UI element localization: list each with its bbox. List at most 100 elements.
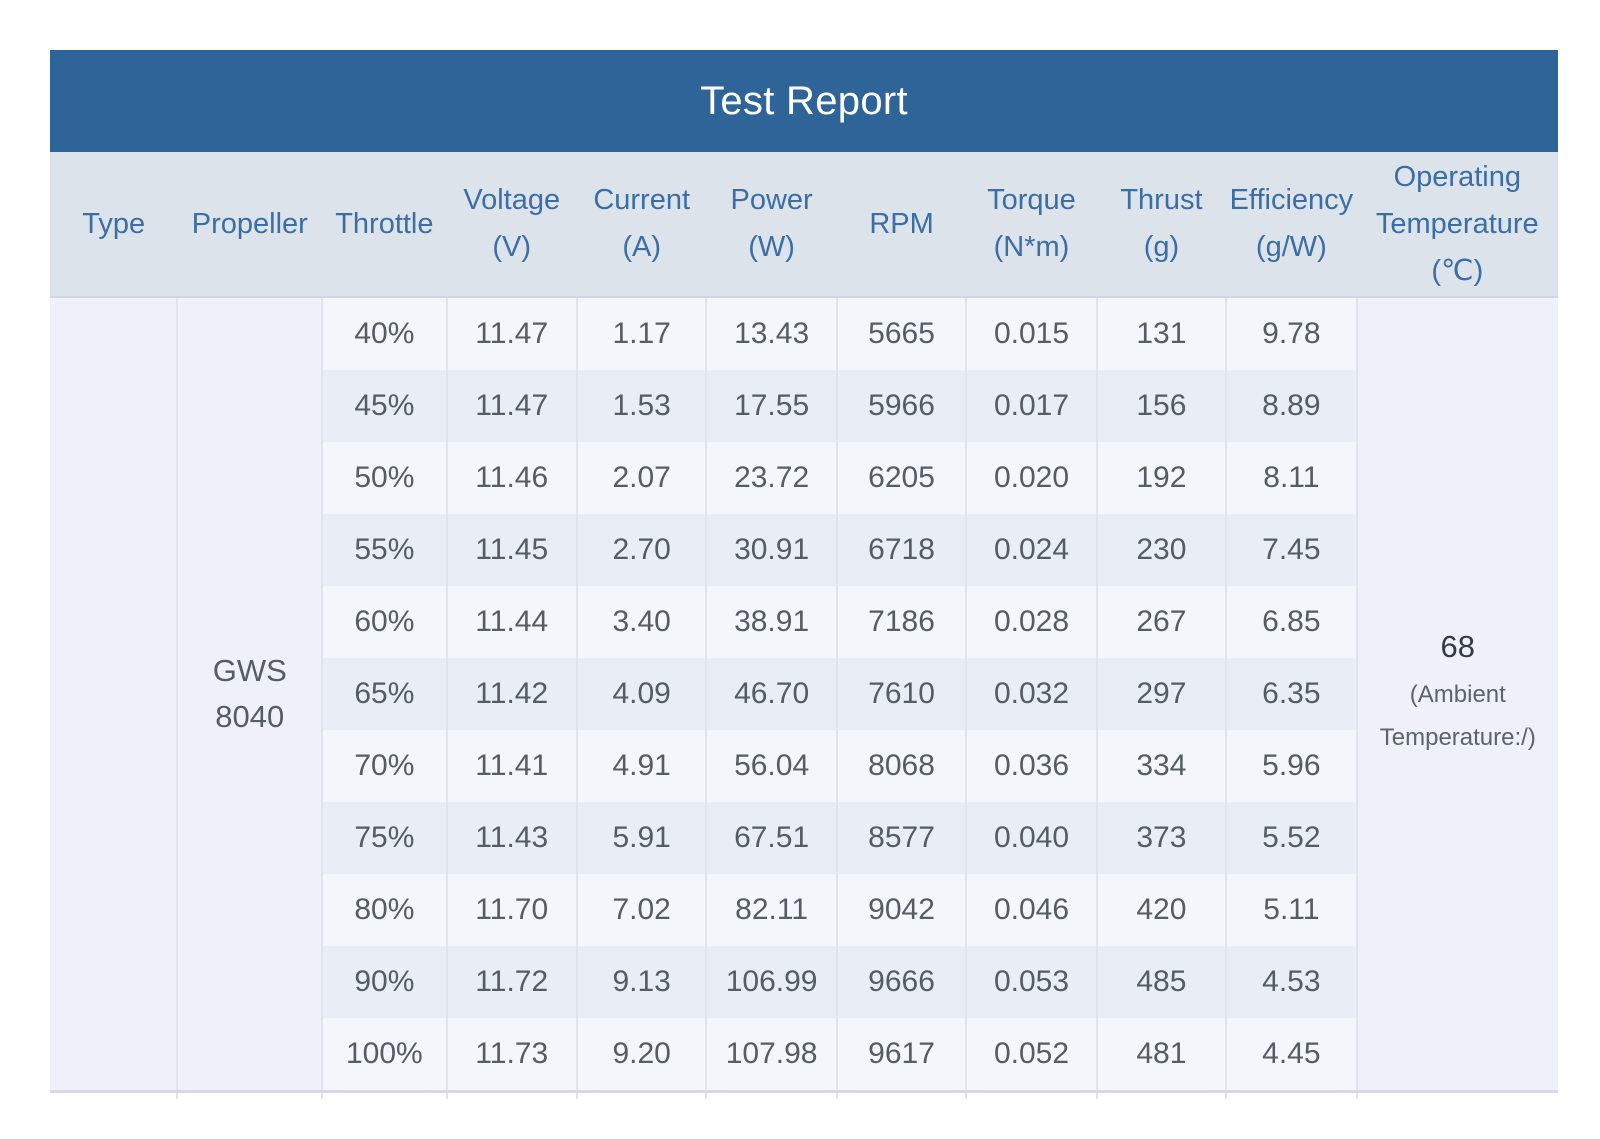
temperature-value: 68 xyxy=(1440,629,1476,664)
table-cell: 334 xyxy=(1095,730,1227,802)
table-cell: 9617 xyxy=(835,1018,967,1092)
table-row: GWS 8040 40% 11.47 1.17 13.43 5665 0.015 131 9.78… xyxy=(50,297,1558,1092)
column-header-line: Efficiency xyxy=(1229,184,1354,216)
table-header-row: Type Propeller Throttle Voltage (V) Current (A… xyxy=(50,152,1558,298)
table-cell: 23.72 xyxy=(705,442,837,514)
table-cell: 156 xyxy=(1095,370,1227,442)
column-header-line: Operating xyxy=(1393,160,1521,193)
table-cell: 7186 xyxy=(835,586,967,658)
table-cell: 0.052 xyxy=(965,1018,1097,1092)
footer-cell xyxy=(705,1090,837,1099)
table-cell: 0.053 xyxy=(965,946,1097,1018)
table-row: 90% 11.72 9.13 106.99 9666 0.053 485 4.53 xyxy=(50,946,1558,1018)
table-cell: 8068 xyxy=(835,730,967,802)
table-cell: 0.024 xyxy=(965,514,1097,586)
column-header-line: (g/W) xyxy=(1255,231,1327,263)
test-report: Test Report Type Propeller Throttle Voltage… xyxy=(50,50,1558,1099)
table-row: 60% 11.44 3.40 38.91 7186 0.028 267 6.85 xyxy=(50,586,1558,658)
footer-cell xyxy=(965,1090,1097,1099)
column-header-line: RPM xyxy=(869,207,934,240)
table-row: 65% 11.42 4.09 46.70 7610 0.032 297 6.35 xyxy=(50,658,1558,730)
table-cell: 11.73 xyxy=(445,1018,577,1092)
footer-cell xyxy=(1095,1090,1227,1099)
table-cell: 11.45 xyxy=(445,514,577,586)
table-cell: 80% xyxy=(321,874,447,946)
column-header: Thrust (g) xyxy=(1096,152,1227,298)
table-cell: 67.51 xyxy=(705,802,837,874)
table-cell: 11.72 xyxy=(445,946,577,1018)
table-cell: 0.040 xyxy=(965,802,1097,874)
table-cell: 40% xyxy=(321,297,447,370)
table-cell: 0.017 xyxy=(965,370,1097,442)
table-cell: 485 xyxy=(1095,946,1227,1018)
table-cell: 6718 xyxy=(835,514,967,586)
table-cell: 9.20 xyxy=(575,1018,707,1092)
table-cell: 6205 xyxy=(835,442,967,514)
column-header-line: (V) xyxy=(492,231,532,263)
table-cell: 6.35 xyxy=(1225,658,1357,730)
table-cell: 11.44 xyxy=(445,586,577,658)
column-header: Propeller xyxy=(177,152,323,298)
table-cell: 5.52 xyxy=(1225,802,1357,874)
column-header: Operating Temperature (℃) xyxy=(1356,152,1558,298)
column-header-line: Current xyxy=(593,184,691,216)
report-table: Type Propeller Throttle Voltage (V) Current (A… xyxy=(50,152,1558,1099)
table-cell: 9.13 xyxy=(575,946,707,1018)
table-row: 70% 11.41 4.91 56.04 8068 0.036 334 5.96 xyxy=(50,730,1558,802)
table-row: 100% 11.73 9.20 107.98 9617 0.052 481 4.45 xyxy=(50,1018,1558,1092)
table-cell: 55% xyxy=(321,514,447,586)
table-cell: 230 xyxy=(1095,514,1227,586)
column-header-line: (A) xyxy=(622,231,661,263)
column-header-line: Type xyxy=(82,207,146,240)
ambient-temperature-note: Temperature:/) xyxy=(1379,724,1536,751)
table-body: GWS 8040 40% 11.47 1.17 13.43 5665 0.015 131 9.78… xyxy=(50,297,1558,1092)
table-row: 75% 11.43 5.91 67.51 8577 0.040 373 5.52 xyxy=(50,802,1558,874)
table-cell: 5665 xyxy=(835,297,967,370)
table-cell: 297 xyxy=(1095,658,1227,730)
table-cell: 8577 xyxy=(835,802,967,874)
table-cell: 2.07 xyxy=(575,442,707,514)
column-header-line: Torque xyxy=(987,184,1076,216)
table-cell: 192 xyxy=(1095,442,1227,514)
table-cell: 131 xyxy=(1095,297,1227,370)
footer-cell xyxy=(575,1090,707,1099)
table-cell: 7.45 xyxy=(1225,514,1357,586)
column-header-line: Temperature xyxy=(1375,207,1539,240)
table-cell: 11.47 xyxy=(445,297,577,370)
table-cell: 46.70 xyxy=(705,658,837,730)
table-cell: 38.91 xyxy=(705,586,837,658)
column-header-line: Throttle xyxy=(335,207,434,240)
table-row: 50% 11.46 2.07 23.72 6205 0.020 192 8.11 xyxy=(50,442,1558,514)
table-cell: 8.89 xyxy=(1225,370,1357,442)
column-header: Power (W) xyxy=(706,152,837,298)
table-cell: 267 xyxy=(1095,586,1227,658)
table-footer-row xyxy=(50,1090,1558,1099)
table-cell: 50% xyxy=(321,442,447,514)
table-cell: 2.70 xyxy=(575,514,707,586)
table-cell: 11.41 xyxy=(445,730,577,802)
footer-cell xyxy=(445,1090,577,1099)
column-header-line: (W) xyxy=(748,231,795,263)
footer-cell xyxy=(1225,1090,1357,1099)
table-cell: 13.43 xyxy=(705,297,837,370)
table-cell: 11.47 xyxy=(445,370,577,442)
table-row: 45% 11.47 1.53 17.55 5966 0.017 156 8.89 xyxy=(50,370,1558,442)
table-cell: 5.96 xyxy=(1225,730,1357,802)
table-cell: 106.99 xyxy=(705,946,837,1018)
column-header-line: Propeller xyxy=(191,207,308,240)
table-cell: 70% xyxy=(321,730,447,802)
propeller-label-line: GWS xyxy=(212,653,287,688)
table-cell: 30.91 xyxy=(705,514,837,586)
table-cell: 0.015 xyxy=(965,297,1097,370)
column-header-line: (g) xyxy=(1143,231,1180,263)
column-header-line: (N*m) xyxy=(993,231,1070,263)
table-cell: 5.91 xyxy=(575,802,707,874)
column-header: Current (A) xyxy=(576,152,707,298)
table-cell: 1.53 xyxy=(575,370,707,442)
table-cell: 420 xyxy=(1095,874,1227,946)
table-cell: 75% xyxy=(321,802,447,874)
column-header: Torque (N*m) xyxy=(966,152,1097,298)
footer-cell xyxy=(321,1090,447,1099)
report-title: Test Report xyxy=(50,50,1558,152)
table-cell: 107.98 xyxy=(705,1018,837,1092)
